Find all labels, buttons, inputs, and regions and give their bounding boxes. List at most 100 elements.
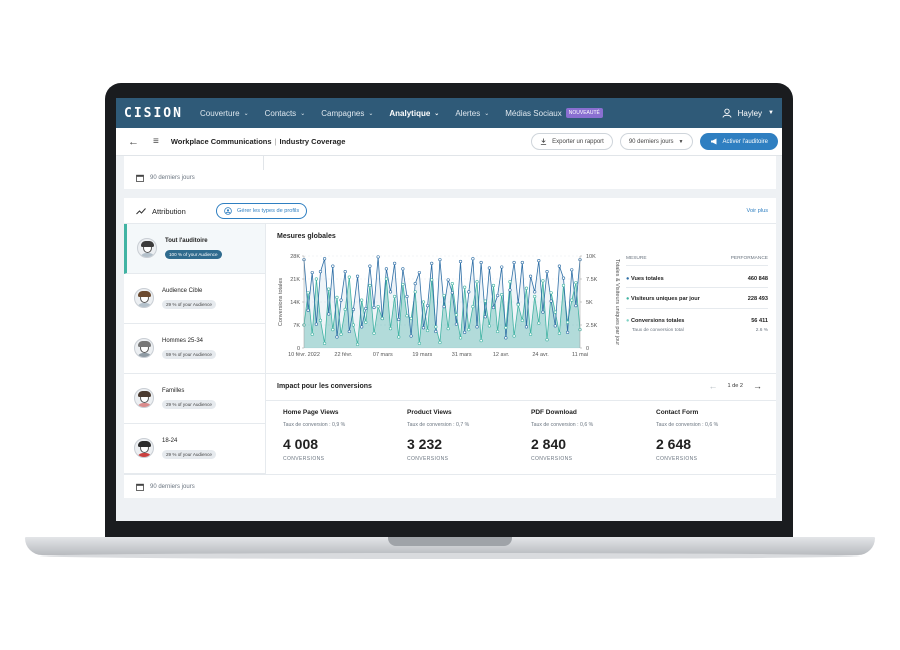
x-tick-label: 10 févr. 2022 [288, 352, 320, 358]
data-point-unique-visitors [475, 280, 479, 284]
data-point-total-views [331, 264, 335, 268]
global-metrics-title: Mesures globales [277, 233, 336, 240]
chevron-down-icon: ⌄ [368, 110, 374, 117]
attribution-title: Attribution [152, 207, 186, 216]
data-point-total-views [409, 334, 413, 338]
data-point-unique-visitors [574, 281, 578, 285]
cision-logo[interactable]: CISION [124, 105, 183, 121]
data-point-total-views [384, 267, 388, 271]
trend-icon [136, 208, 146, 215]
data-point-total-views [491, 305, 496, 310]
impact-metric-home-page-views[interactable]: Home Page Views Taux de conversion : 0,9… [283, 409, 346, 462]
calendar-icon [136, 174, 144, 182]
data-point-total-views [372, 305, 376, 310]
data-point-unique-visitors [553, 310, 557, 314]
data-point-total-views [421, 326, 426, 330]
audience-item-18-24[interactable]: 18-24 29 % of your Audience [124, 424, 265, 474]
divider [626, 308, 768, 309]
audience-share-badge: 100 % of your Audience [165, 250, 222, 259]
data-point-total-views [508, 288, 512, 292]
data-point-unique-visitors [368, 283, 372, 288]
nav-medias-sociaux[interactable]: Médias Sociaux NOUVEAUTÉ [505, 108, 603, 118]
impact-pager: ← 1 de 2 → [708, 381, 762, 391]
series-line-unique-visitors [303, 277, 581, 345]
audience-share-badge: 29 % of your Audience [162, 450, 216, 459]
data-point-total-views [310, 270, 314, 275]
data-point-unique-visitors [463, 285, 467, 289]
data-point-unique-visitors [347, 275, 351, 279]
nav-couverture[interactable]: Couverture ⌄ [200, 108, 249, 118]
see-more-link[interactable]: Voir plus [746, 208, 768, 214]
series-line-total-views [303, 256, 581, 338]
data-point-unique-visitors [355, 342, 360, 346]
data-point-unique-visitors [322, 341, 327, 345]
data-point-total-views [413, 281, 417, 286]
caret-down-icon: ▼ [678, 138, 684, 145]
nav-alertes[interactable]: Alertes ⌄ [455, 108, 490, 118]
y2-tick-label: 10K [586, 254, 596, 260]
data-point-unique-visitors [471, 304, 475, 309]
back-arrow-icon[interactable]: ← [128, 135, 139, 148]
data-point-unique-visitors [450, 281, 454, 286]
series-area-unique-visitors [304, 277, 580, 348]
avatar [137, 238, 157, 258]
measure-row-unique-visitors[interactable]: ● Visiteurs uniques par jour 228 493 [626, 296, 768, 302]
data-point-total-views [545, 270, 549, 274]
data-point-unique-visitors [496, 329, 500, 334]
audience-share-badge: 59 % of your Audience [162, 350, 216, 359]
data-point-unique-visitors [327, 287, 331, 291]
date-range-select[interactable]: 90 derniers jours ▼ [619, 133, 693, 150]
data-point-total-views [351, 307, 356, 311]
nav-campagnes[interactable]: Campagnes ⌄ [321, 108, 374, 118]
audience-item-families[interactable]: Familles 29 % of your Audience [124, 374, 265, 424]
data-point-total-views [533, 290, 537, 294]
divider [626, 265, 768, 266]
user-menu[interactable]: Hayley ▼ [722, 108, 774, 118]
data-point-total-views [446, 278, 450, 282]
manage-profiles-button[interactable]: Gérer les types de profils [216, 203, 308, 219]
x-tick-label: 19 mars [412, 352, 432, 358]
impact-title: Impact pour les conversions [277, 383, 372, 390]
impact-metric-pdf-download[interactable]: PDF Download Taux de conversion : 0,6 % … [531, 409, 594, 462]
audience-item-target[interactable]: Audience Cible 29 % of your Audience [124, 274, 265, 324]
data-point-unique-visitors [545, 338, 549, 342]
impact-metric-product-views[interactable]: Product Views Taux de conversion : 0,7 %… [407, 409, 470, 462]
laptop-shadow [40, 553, 860, 559]
app-screen: CISION Couverture ⌄ Contacts ⌄ Campagnes ⌄ … [116, 98, 782, 521]
nav-analytique[interactable]: Analytique ⌄ [389, 108, 440, 118]
nav-contacts[interactable]: Contacts ⌄ [264, 108, 306, 118]
data-point-unique-visitors [339, 332, 343, 336]
export-report-button[interactable]: Exporter un rapport [531, 133, 613, 150]
data-point-unique-visitors [549, 291, 553, 295]
data-point-total-views [528, 274, 533, 278]
data-point-total-views [442, 304, 446, 309]
page-header: ← ≡ Workplace Communications | Industry Co… [116, 128, 782, 156]
impact-metric-contact-form[interactable]: Contact Form Taux de conversion : 0,6 % … [656, 409, 719, 462]
previous-card: 90 derniers jours [124, 156, 776, 189]
menu-icon[interactable]: ≡ [153, 136, 159, 147]
measure-row-total-views[interactable]: ● Vues totales 460 848 [626, 276, 768, 282]
audience-item-men-25-34[interactable]: Hommes 25-34 59 % of your Audience [124, 324, 265, 374]
audience-item-all[interactable]: Tout l'auditoire 100 % of your Audience [124, 224, 265, 274]
attribution-header: Attribution Gérer les types de profils V… [124, 198, 776, 224]
pager-label: 1 de 2 [727, 383, 743, 389]
arrow-left-icon[interactable]: ← [708, 381, 718, 391]
y-tick-label: 0 [297, 346, 300, 352]
activate-audience-button[interactable]: Activer l'auditoire [699, 133, 778, 150]
data-point-total-views [343, 270, 347, 274]
profiles-icon [224, 207, 232, 215]
data-point-unique-visitors [343, 307, 347, 311]
data-point-unique-visitors [454, 313, 459, 317]
arrow-right-icon[interactable]: → [753, 381, 762, 391]
data-point-total-views [557, 264, 562, 268]
data-point-unique-visitors [430, 278, 434, 282]
attribution-card: Attribution Gérer les types de profils V… [124, 198, 776, 498]
measures-table: MESURE PERFORMANCE ● Vues totales 460 84… [626, 256, 768, 346]
data-point-unique-visitors [331, 327, 335, 332]
measure-row-conversions[interactable]: ● Conversions totales 56 411 [626, 318, 768, 324]
chevron-down-icon: ⌄ [434, 110, 440, 117]
measures-header: MESURE PERFORMANCE [626, 256, 768, 261]
data-point-unique-visitors [524, 286, 529, 290]
data-point-unique-visitors [310, 332, 314, 336]
date-range-footer: 90 derniers jours [136, 174, 195, 182]
